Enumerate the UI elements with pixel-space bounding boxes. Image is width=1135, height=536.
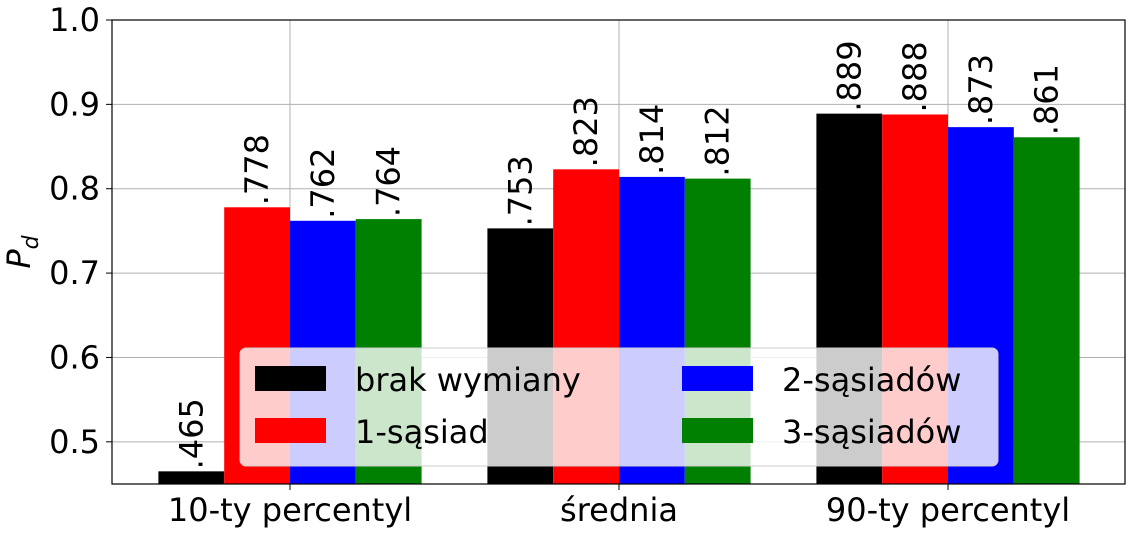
y-tick-label: 0.6: [49, 338, 100, 376]
legend-swatch: [255, 418, 326, 443]
y-tick-label: 0.5: [49, 423, 100, 461]
value-label: .814: [633, 104, 671, 175]
y-label-sub: d: [19, 234, 44, 249]
bar: [158, 471, 225, 484]
value-label: .778: [238, 134, 276, 205]
legend-label: 2-sąsiadów: [782, 361, 961, 399]
value-label: .861: [1028, 64, 1066, 135]
legend-swatch: [682, 418, 753, 443]
value-label: .823: [567, 96, 605, 167]
legend-swatch: [255, 366, 326, 391]
y-tick-label: 0.9: [49, 85, 100, 123]
y-tick-label: 0.8: [49, 170, 100, 208]
x-tick-label: 10-ty percentyl: [168, 491, 412, 529]
legend-label: 1-sąsiad: [355, 413, 489, 451]
y-axis-label: Pd: [0, 234, 44, 268]
legend-box: [239, 347, 999, 467]
value-label: .873: [962, 54, 1000, 125]
y-label-main: P: [0, 249, 38, 269]
value-label: .465: [172, 398, 210, 469]
legend-label: 3-sąsiadów: [782, 413, 961, 451]
value-label: .889: [830, 40, 868, 111]
value-label: .812: [699, 105, 737, 176]
y-tick-label: 1.0: [49, 1, 100, 39]
bar: [1013, 137, 1080, 485]
x-tick-label: 90-ty percentyl: [826, 491, 1070, 529]
value-label: .888: [896, 41, 934, 112]
legend: brak wymiany 1-sąsiad 2-sąsiadów 3-sąsiadów: [239, 347, 999, 467]
value-label: .762: [304, 148, 342, 219]
value-label: .753: [501, 155, 539, 226]
x-tick-label: średnia: [560, 491, 678, 529]
legend-label: brak wymiany: [355, 361, 581, 399]
y-tick-label: 0.7: [49, 254, 100, 292]
value-label: .764: [370, 146, 408, 217]
legend-swatch: [682, 366, 753, 391]
